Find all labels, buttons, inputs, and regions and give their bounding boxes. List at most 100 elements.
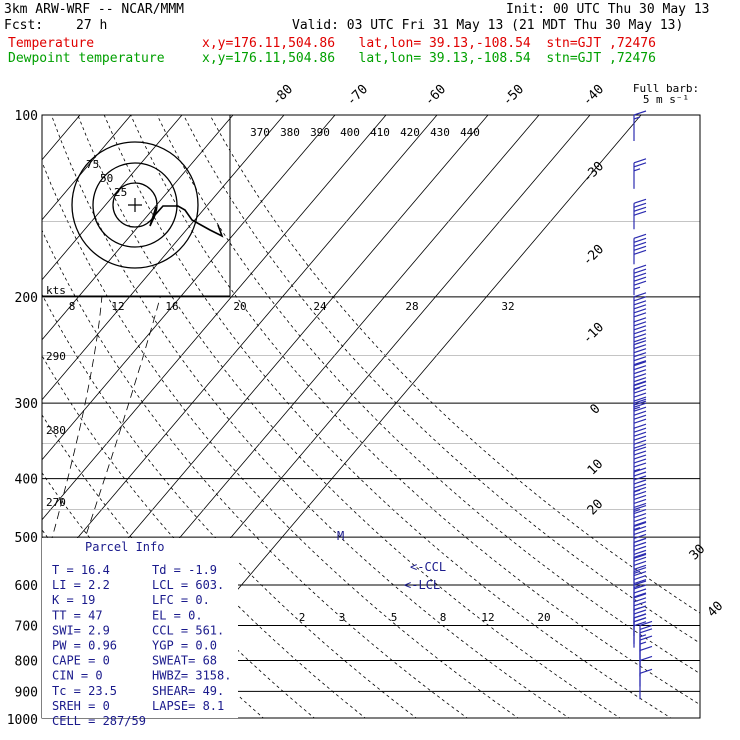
isotherm-line <box>42 115 285 401</box>
hodograph-ring-label: 25 <box>114 186 127 199</box>
wind-barb-feather <box>633 613 647 619</box>
wind-barb-feather <box>633 264 647 270</box>
dry-adiabat-line <box>130 115 700 706</box>
parcel-info-value: CELL = 287/59 <box>52 714 146 728</box>
wind-barb-feather <box>633 475 647 481</box>
wind-barb-feather <box>633 276 647 282</box>
pressure-label: 600 <box>15 579 38 594</box>
theta-label: 440 <box>460 126 480 139</box>
dry-adiabat-line <box>209 115 700 614</box>
wind-barb-feather <box>633 402 647 408</box>
theta-label: 380 <box>280 126 300 139</box>
temperature-legend: Temperature <box>8 36 95 51</box>
wind-barb-feather <box>633 202 647 208</box>
mixing-ratio-label: 20 <box>537 611 550 624</box>
parcel-info-value: TT = 47 <box>52 608 103 622</box>
wind-barb <box>633 340 647 371</box>
wind-barb-feather <box>633 578 647 585</box>
mixing-ratio-label: 3 <box>339 611 346 624</box>
temperature-location: x,y=176.11,504.86 lat,lon= 39.13,-108.54… <box>202 36 656 51</box>
wind-barb-feather <box>633 537 647 544</box>
isotherm-line <box>42 115 183 281</box>
wind-barb-feather <box>633 502 647 509</box>
init-time: Init: 00 UTC Thu 30 May 13 <box>506 2 710 17</box>
wind-barb-feather <box>633 580 647 586</box>
wind-barb-feather <box>633 352 647 358</box>
wind-barb-half <box>633 526 641 531</box>
hodograph-speed-label: 8 <box>69 300 76 313</box>
wind-barb-feather <box>633 162 647 168</box>
wind-barb-feather <box>633 545 647 551</box>
ccl-marker: <-CCL <box>410 560 446 574</box>
wind-barb-feather <box>633 529 647 536</box>
wind-barb-feather <box>633 329 647 335</box>
hodograph-ring <box>92 162 178 248</box>
model-title: 3km ARW-WRF -- NCAR/MMM <box>4 2 185 17</box>
isotherm-line <box>42 115 132 221</box>
theta-label: 400 <box>340 126 360 139</box>
wind-barb-feather <box>633 574 647 581</box>
wind-barb-feather <box>633 479 647 485</box>
theta-label: 430 <box>430 126 450 139</box>
theta-label: 290 <box>46 350 66 363</box>
wind-barb-feather <box>633 467 647 473</box>
wind-barb-feather <box>633 439 647 445</box>
hodograph-units: kts <box>46 284 66 297</box>
hodograph-ring <box>71 141 199 269</box>
wind-barb <box>633 552 647 584</box>
dewpoint-location: x,y=176.11,504.86 lat,lon= 39.13,-108.54… <box>202 51 656 66</box>
hodograph-speed-label: 24 <box>313 300 327 313</box>
wind-barb-feather <box>633 360 647 366</box>
wind-barb-feather <box>633 280 647 286</box>
wind-barb-half <box>639 634 647 638</box>
wind-barb-feather <box>633 325 647 331</box>
wind-barb <box>633 110 647 141</box>
wind-barb-feather <box>633 233 647 239</box>
parcel-info-value: Td = -1.9 <box>152 563 217 577</box>
wind-barb-feather <box>633 340 647 346</box>
wind-barb-feather <box>633 533 647 540</box>
wind-barb-feather <box>633 601 647 607</box>
wind-barb-feather <box>633 237 647 243</box>
isotherm-label: -60 <box>422 82 449 109</box>
wind-barb-feather <box>633 423 647 429</box>
isotherm-line <box>42 115 234 341</box>
wind-barb-feather <box>633 454 647 460</box>
wind-barb-half <box>633 116 641 120</box>
isotherm-label: -10 <box>580 320 607 347</box>
wind-barb <box>639 620 653 652</box>
wind-barb-feather <box>633 490 647 497</box>
lcl-marker: <-LCL <box>404 578 440 592</box>
wind-barb-feather <box>633 431 647 437</box>
wind-barb-feather <box>633 392 647 398</box>
pressure-label: 400 <box>15 473 38 488</box>
isotherm-label: -80 <box>269 82 296 109</box>
parcel-info-value: LFC = 0. <box>152 593 210 607</box>
plot-frame <box>41 114 701 719</box>
parcel-info-value: SREH = 0 <box>52 699 110 713</box>
wind-barb-feather <box>633 458 647 464</box>
wind-barb <box>633 398 647 430</box>
wind-barb-feather <box>633 317 647 323</box>
parcel-info-value: SHEAR= 49. <box>152 684 224 698</box>
forecast-hour: 27 h <box>76 18 108 33</box>
wind-barb <box>633 292 647 323</box>
wind-barb-feather <box>633 337 647 343</box>
dewpoint-legend: Dewpoint temperature <box>8 51 165 66</box>
wind-barb-feather <box>633 396 647 402</box>
theta-label: 420 <box>400 126 420 139</box>
wind-barb-half <box>633 286 641 290</box>
parcel-info-value: CIN = 0 <box>52 669 103 683</box>
pressure-label: 300 <box>15 397 38 412</box>
parcel-info-title: Parcel Info <box>85 540 164 554</box>
wind-barb-feather <box>633 592 647 598</box>
wind-barb <box>633 264 647 296</box>
wind-barb-feather <box>633 296 647 302</box>
wind-barb-feather <box>633 158 647 164</box>
wind-barb <box>633 580 647 612</box>
parcel-info-value: K = 19 <box>52 593 95 607</box>
wind-barb-feather <box>633 462 647 468</box>
parcel-info-value: LCL = 603. <box>152 578 224 592</box>
isotherm-label: -70 <box>344 82 371 109</box>
